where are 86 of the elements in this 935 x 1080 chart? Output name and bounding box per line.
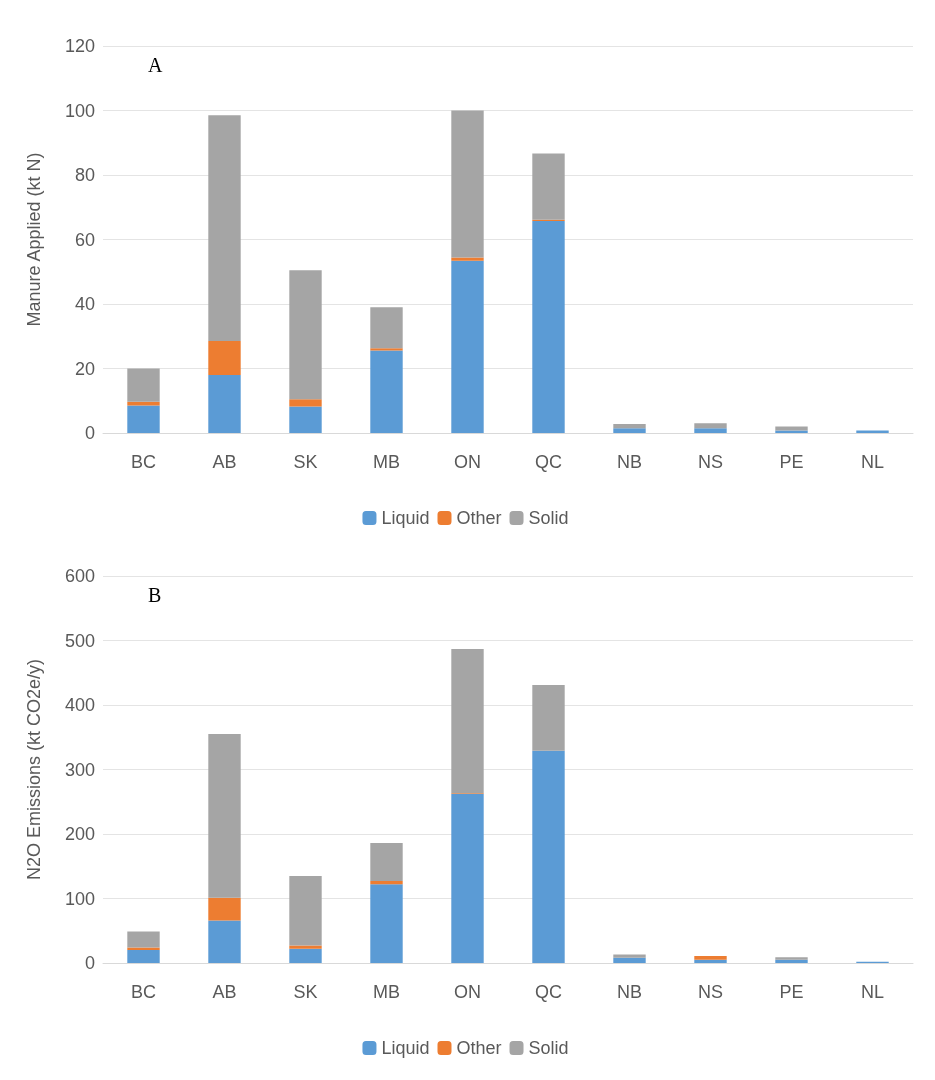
y-axis-title: Manure Applied (kt N) [24,152,44,327]
y-tick-label: 100 [64,888,95,909]
bar [208,115,241,342]
x-tick-label: NB [616,452,643,472]
y-tick-label: 60 [74,229,95,250]
x-tick-label: ON [454,452,481,472]
bar [613,954,646,958]
bar [127,401,160,406]
x-tick-label: AB [212,452,237,472]
legend-label: Liquid [381,1038,430,1058]
x-tick-label: SK [293,452,318,472]
bar [127,950,160,963]
bar [532,153,565,220]
bar [532,750,565,963]
legend-label: Solid [528,1038,569,1058]
bar [451,794,484,963]
x-tick-label: NS [697,452,724,472]
bar [289,399,322,407]
x-tick-label: AB [212,982,237,1002]
bar [370,843,403,882]
legend-label: Liquid [381,508,430,528]
bar [775,430,808,433]
y-tick-label: 100 [64,100,95,121]
legend-label: Other [456,1038,502,1058]
bar [208,374,241,433]
bar [208,920,241,963]
y-tick-label: 120 [64,36,95,56]
y-tick-label: 600 [64,566,95,586]
y-tick-label: 500 [64,630,95,651]
x-tick-label: ON [454,982,481,1002]
x-tick-label: NL [860,452,885,472]
y-tick-label: 0 [84,423,95,443]
bar [208,734,241,898]
x-tick-label: NB [616,982,643,1002]
bar [451,648,484,794]
bar [532,685,565,751]
bar [694,428,727,433]
bar [451,110,484,258]
x-tick-label: NS [697,982,724,1002]
x-tick-label: PE [779,982,804,1002]
bar [370,348,403,351]
bar [289,406,322,433]
bar [289,945,322,949]
y-tick-label: 80 [74,165,95,185]
bar [208,341,241,375]
x-tick-label: PE [779,452,804,472]
y-tick-label: 0 [84,953,95,973]
bar [289,270,322,400]
bar [694,955,727,960]
chart-title: A [148,54,163,76]
bar [127,931,160,948]
bar [451,257,484,261]
y-tick-label: 200 [64,824,95,844]
legend-label: Other [456,508,502,528]
bar [532,221,565,433]
bar [208,897,241,921]
bar [451,260,484,433]
x-tick-label: MB [373,452,400,472]
bar [694,959,727,963]
y-axis-title: N2O Emissions (kt CO2e/y) [24,658,44,881]
bar [370,881,403,885]
x-tick-label: BC [130,982,157,1002]
chart-title: B [148,584,162,606]
bar [289,948,322,963]
x-tick-label: QC [535,452,562,472]
bar [127,368,160,402]
bar [613,957,646,963]
bar [613,423,646,429]
x-tick-label: QC [535,982,562,1002]
y-tick-label: 40 [74,294,95,314]
bar [856,430,889,433]
y-tick-label: 300 [64,759,95,780]
bar [370,350,403,433]
y-tick-label: 400 [64,695,95,715]
bar [370,307,403,349]
x-tick-label: BC [130,452,157,472]
x-tick-label: MB [373,982,400,1002]
bar [127,405,160,433]
bar [289,875,322,946]
bar [694,423,727,429]
legend-label: Solid [528,508,569,528]
bar [370,884,403,963]
bar [613,428,646,433]
y-tick-label: 20 [74,358,95,379]
x-tick-label: SK [293,982,318,1002]
x-tick-label: NL [860,982,885,1002]
